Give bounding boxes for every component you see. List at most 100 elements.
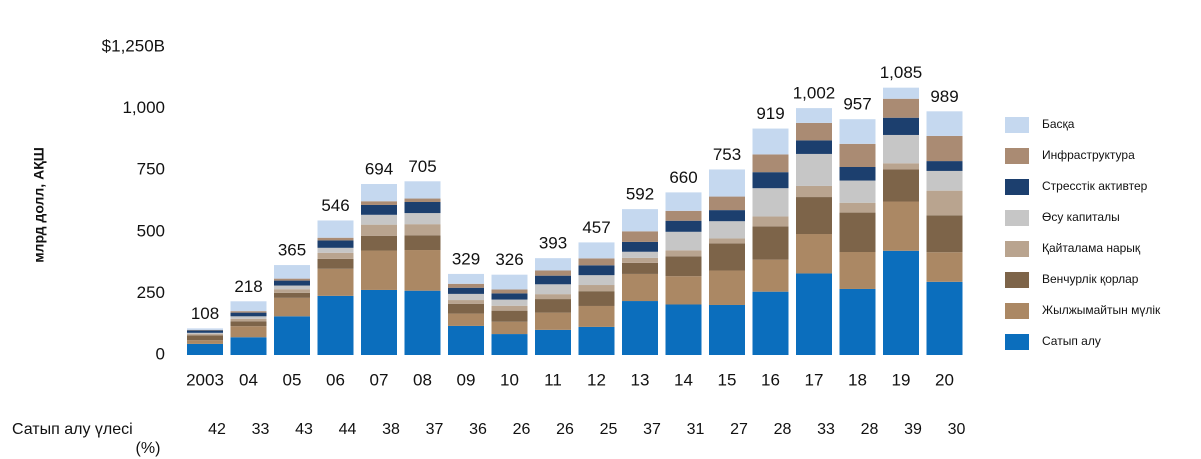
- bar-segment: [709, 210, 745, 222]
- bar-segment: [926, 281, 963, 355]
- bar-segment: [230, 337, 267, 355]
- bar-segment: [361, 250, 397, 290]
- bar-segment: [839, 119, 876, 144]
- share-value: 38: [382, 421, 400, 438]
- bar-segment: [709, 221, 745, 239]
- share-value: 28: [774, 421, 792, 438]
- bar-segment: [839, 288, 876, 355]
- share-value: 26: [513, 421, 531, 438]
- bar-segment: [361, 214, 397, 225]
- legend-swatch: [1005, 210, 1029, 226]
- bar-segment: [274, 280, 310, 286]
- x-tick-label: 2003: [186, 370, 224, 389]
- bar-segment: [491, 334, 528, 355]
- bar-segment: [448, 313, 484, 326]
- bar-segment: [926, 135, 963, 162]
- share-value: 27: [730, 421, 748, 438]
- bar-segment: [752, 259, 789, 292]
- share-value: 42: [208, 421, 226, 438]
- y-tick-label: 0: [156, 344, 165, 363]
- share-label: (%): [136, 440, 161, 457]
- bar-segment: [839, 212, 876, 253]
- bar-segment: [317, 247, 354, 253]
- y-tick-label: 250: [137, 283, 165, 302]
- bar-segment: [187, 332, 223, 335]
- y-tick-label: 750: [137, 160, 165, 179]
- bar-segment: [578, 258, 615, 266]
- total-label: 957: [843, 95, 871, 114]
- bar-segment: [187, 330, 223, 333]
- legend-label: Стресстік активтер: [1042, 179, 1148, 193]
- total-label: 218: [234, 277, 262, 296]
- legend-swatch: [1005, 272, 1029, 288]
- bar-segment: [578, 265, 615, 276]
- legend-swatch: [1005, 303, 1029, 319]
- bar-segment: [535, 312, 571, 330]
- bar-segment: [752, 216, 789, 227]
- bar-segment: [926, 111, 963, 136]
- bar-segment: [361, 235, 397, 251]
- bar-segment: [317, 252, 354, 259]
- bar-segment: [578, 326, 615, 355]
- bar-segment: [535, 299, 571, 313]
- x-tick-label: 18: [848, 370, 867, 389]
- bar-segment: [665, 231, 702, 251]
- bar-segment: [448, 283, 484, 288]
- bar-segment: [317, 268, 354, 296]
- bar-segment: [883, 134, 919, 164]
- legend-swatch: [1005, 241, 1029, 257]
- bar-segment: [578, 305, 615, 327]
- bar-segment: [665, 256, 702, 277]
- bar-segment: [622, 301, 658, 355]
- share-value: 39: [904, 421, 922, 438]
- total-label: 660: [669, 168, 697, 187]
- bar-segment: [709, 169, 745, 197]
- bar-segment: [448, 300, 484, 304]
- bar-segment: [622, 257, 658, 263]
- bar-segment: [230, 312, 267, 317]
- bar-segment: [404, 198, 441, 202]
- bar-segment: [230, 321, 267, 327]
- bar-segment: [622, 209, 658, 232]
- bar-segment: [230, 326, 267, 338]
- bar-segment: [404, 235, 441, 251]
- legend-swatch: [1005, 148, 1029, 164]
- share-value: 25: [600, 421, 618, 438]
- legend-label: Қайталама нарық: [1042, 241, 1141, 255]
- total-label: 705: [408, 157, 436, 176]
- bar-segment: [883, 117, 919, 135]
- share-value: 28: [861, 421, 879, 438]
- share-value: 37: [426, 421, 444, 438]
- legend-swatch: [1005, 179, 1029, 195]
- bar-segment: [361, 224, 397, 236]
- legend-swatch: [1005, 334, 1029, 350]
- bar-segment: [839, 202, 876, 213]
- bar-segment: [448, 293, 484, 301]
- bar-segment: [317, 237, 354, 241]
- bar-segment: [535, 329, 571, 355]
- bar-segment: [752, 172, 789, 189]
- y-axis-label: млрд долл, АҚШ: [31, 147, 47, 263]
- bar-segment: [796, 122, 832, 141]
- bar-segment: [839, 252, 876, 289]
- bar-segment: [796, 140, 832, 154]
- x-tick-label: 06: [326, 370, 345, 389]
- bar-segment: [317, 220, 354, 238]
- bar-segment: [883, 163, 919, 170]
- bar-segment: [491, 321, 528, 335]
- bar-segment: [926, 215, 963, 253]
- bar-segment: [448, 325, 484, 355]
- bar-segment: [448, 287, 484, 294]
- total-label: 457: [582, 218, 610, 237]
- bar-segment: [491, 310, 528, 322]
- bar-segment: [709, 243, 745, 271]
- x-tick-label: 17: [805, 370, 824, 389]
- legend-label: Жылжымайтын мүлік: [1042, 303, 1161, 317]
- bar-segment: [448, 303, 484, 314]
- y-tick-label: 1,000: [122, 98, 165, 117]
- bar-segment: [839, 180, 876, 203]
- bar-segment: [578, 242, 615, 259]
- bar-segment: [230, 316, 267, 319]
- bar-segment: [665, 192, 702, 211]
- bar-segment: [230, 301, 267, 312]
